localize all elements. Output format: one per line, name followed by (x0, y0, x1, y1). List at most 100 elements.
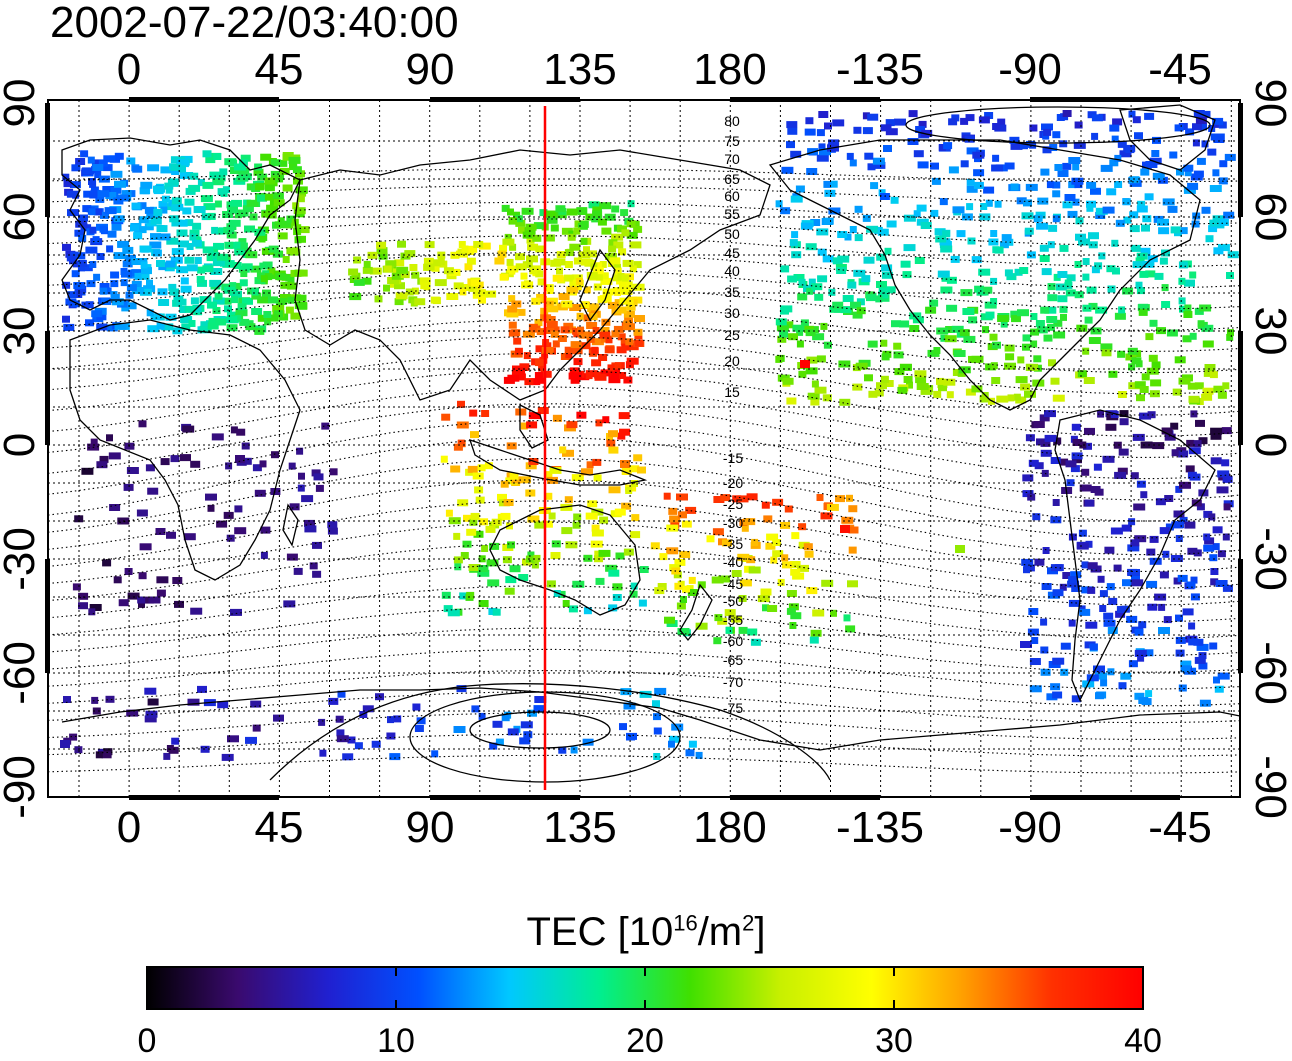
tec-cell (235, 455, 245, 463)
tec-cell (936, 377, 944, 385)
tec-cell (653, 753, 661, 760)
tec-cell (215, 174, 226, 182)
frame-bar-top (430, 97, 580, 102)
tec-cell (1123, 216, 1132, 224)
tec-cell (121, 304, 130, 312)
tec-cell (824, 122, 832, 130)
tec-cell (1134, 628, 1144, 636)
tec-cell (948, 118, 958, 126)
tec-cell (798, 370, 807, 378)
tec-cell (1203, 544, 1215, 552)
tec-cell (95, 751, 103, 759)
tec-cell (100, 211, 109, 219)
tec-cell (179, 165, 186, 173)
tec-cell (509, 243, 517, 251)
tec-cell (1075, 217, 1084, 225)
tec-cell (1193, 638, 1204, 646)
tec-cell (447, 609, 460, 617)
tec-cell (453, 556, 463, 564)
tec-cell (1070, 571, 1082, 579)
tec-cell (1044, 306, 1057, 314)
tec-cell (1040, 306, 1050, 314)
tec-cell (1142, 260, 1155, 268)
tec-cell (598, 354, 608, 361)
contour-label: 25 (724, 327, 740, 343)
tec-cell (1064, 194, 1076, 201)
tec-cell (285, 274, 295, 282)
tec-cell (534, 319, 543, 326)
tec-cell (478, 600, 489, 607)
contour-label: 55 (724, 206, 740, 222)
tec-cell (1222, 584, 1233, 592)
tec-cell (605, 336, 613, 344)
tec-cell (997, 315, 1010, 322)
tec-cell (821, 579, 834, 587)
tec-cell (111, 223, 122, 231)
tec-cell (292, 202, 300, 210)
contour-line (47, 184, 1241, 204)
tec-cell (1027, 628, 1039, 636)
tec-cell (1119, 150, 1132, 158)
tec-cell (634, 296, 643, 304)
tec-cell (91, 696, 99, 704)
tec-cell (1158, 227, 1170, 235)
tec-cell (906, 381, 913, 389)
tec-cell (591, 346, 599, 354)
tec-cell (78, 234, 87, 242)
tec-cell (1180, 227, 1188, 235)
tec-cell (1072, 456, 1082, 464)
tec-cell (526, 236, 535, 244)
tec-cell (176, 266, 189, 274)
tec-cell (523, 352, 531, 360)
tec-cell (617, 273, 625, 280)
tec-cell (1222, 382, 1230, 390)
tec-cell (881, 353, 890, 361)
tec-cell (1198, 437, 1208, 445)
tec-cell (222, 211, 234, 218)
tec-cell (1196, 503, 1205, 511)
tec-cell (1098, 252, 1106, 260)
tec-cell (1047, 283, 1056, 291)
tec-cell (570, 372, 582, 380)
tec-cell (1208, 513, 1216, 521)
tec-cell (1022, 334, 1031, 342)
tec-cell (593, 474, 602, 482)
tec-cell (464, 263, 473, 271)
tec-cell (776, 324, 789, 332)
tec-cell (1117, 350, 1126, 358)
tec-cell (913, 210, 921, 218)
tec-cell (808, 278, 816, 286)
tec-cell (277, 232, 288, 240)
tec-cell (197, 279, 207, 287)
tec-cell (1093, 463, 1102, 471)
tec-cell (880, 375, 889, 383)
tec-cell (486, 559, 499, 567)
tec-cell (176, 159, 188, 167)
tec-cell (552, 414, 562, 422)
tec-cell (835, 495, 845, 503)
tec-cell (795, 185, 805, 193)
tec-cell (1111, 239, 1119, 247)
tec-cell (1039, 414, 1050, 422)
tec-cell (623, 310, 635, 318)
tec-cell (144, 223, 154, 231)
tec-cell (1079, 484, 1092, 492)
tec-cell (500, 480, 509, 488)
tec-cell (765, 542, 776, 550)
tec-cell (1145, 333, 1154, 341)
tec-cell (1074, 291, 1084, 299)
tec-cell (88, 608, 96, 616)
tec-cell (348, 268, 359, 276)
tec-cell (1137, 200, 1146, 208)
tec-cell (820, 512, 833, 520)
left-lat-label: 60 (0, 193, 44, 242)
tec-cell (591, 338, 604, 346)
tec-cell (966, 147, 979, 155)
tec-cell (1195, 116, 1207, 124)
tec-cell (569, 243, 581, 251)
tec-cell (1166, 329, 1178, 337)
tec-cell (1134, 649, 1147, 657)
tec-cell (980, 203, 988, 210)
tec-cell (89, 191, 98, 199)
tec-cell (674, 558, 686, 566)
